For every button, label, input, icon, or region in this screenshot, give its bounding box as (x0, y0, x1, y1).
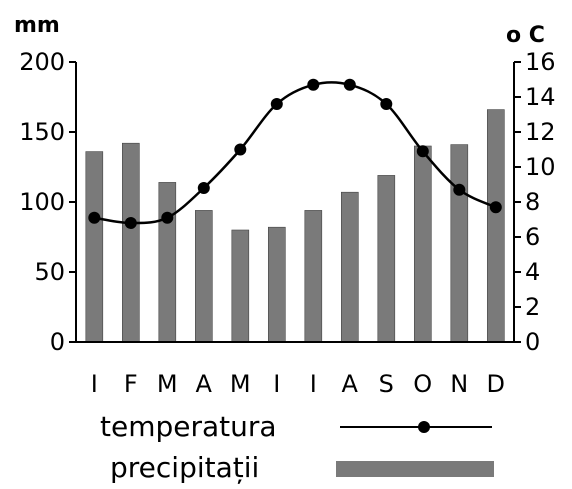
temperature-series (88, 78, 502, 229)
temperature-point (453, 183, 466, 196)
legend: temperatura precipitații (100, 410, 494, 484)
chart-axes (75, 62, 515, 343)
right-tick-label: 6 (525, 223, 540, 251)
x-tick-label: N (450, 370, 468, 398)
precipitation-bar (413, 145, 432, 343)
legend-precipitation-swatch (336, 461, 494, 477)
temperature-point (307, 78, 320, 91)
x-tick-label: I (91, 370, 98, 398)
legend-temperature-marker (418, 421, 430, 433)
precipitation-bar (231, 229, 250, 343)
x-tick-label: I (310, 370, 317, 398)
precipitation-bar (122, 142, 140, 343)
left-axis-ticks: 0 50 100 150 200 (19, 48, 76, 356)
temperature-point (197, 182, 210, 194)
left-tick-label: 50 (34, 258, 65, 286)
right-tick-label: 2 (525, 293, 540, 321)
x-tick-label: A (196, 370, 213, 398)
x-tick-label: D (487, 370, 505, 398)
right-tick-label: 14 (525, 83, 556, 111)
x-tick-label: O (413, 370, 432, 398)
right-tick-label: 16 (525, 48, 556, 76)
precipitation-bars (85, 109, 505, 343)
right-tick-label: 4 (525, 258, 540, 286)
x-tick-label: F (124, 370, 138, 398)
x-tick-label: M (157, 370, 178, 398)
temperature-point (343, 78, 356, 91)
left-tick-label: 200 (19, 48, 65, 76)
temperature-point (234, 143, 247, 156)
left-tick-label: 100 (19, 188, 65, 216)
right-axis-ticks: 0 2 4 6 8 10 12 14 16 (514, 48, 556, 356)
right-tick-label: 12 (525, 118, 556, 146)
temperature-point (270, 98, 283, 110)
precipitation-bar (158, 182, 177, 343)
left-axis-unit-label: mm (14, 13, 60, 38)
precipitation-bar (486, 109, 505, 343)
precipitation-bar (450, 144, 469, 343)
temperature-point (416, 145, 429, 158)
legend-precipitation-label: precipitații (110, 451, 259, 484)
precipitation-bar (195, 210, 213, 343)
temperature-point (124, 217, 137, 229)
temperature-line (94, 81, 497, 225)
temperature-point (380, 98, 393, 110)
temperature-point (88, 211, 101, 224)
precipitation-bar (340, 191, 359, 343)
left-tick-label: 0 (50, 328, 65, 356)
right-tick-label: 0 (525, 328, 540, 356)
left-tick-label: 150 (19, 118, 65, 146)
precipitation-bar (85, 151, 104, 343)
precipitation-bar (267, 226, 286, 343)
temperature-point (489, 201, 502, 214)
right-tick-label: 8 (525, 188, 540, 216)
x-tick-label: I (273, 370, 280, 398)
legend-temperature-label: temperatura (100, 410, 277, 443)
x-tick-label: M (230, 370, 251, 398)
temperature-point (161, 211, 174, 224)
precipitation-bar (377, 175, 396, 343)
precipitation-bar (304, 210, 323, 343)
right-axis-unit-label: o C (506, 23, 545, 48)
x-tick-label: S (379, 370, 394, 398)
x-tick-label: A (342, 370, 359, 398)
right-tick-label: 10 (525, 153, 556, 181)
